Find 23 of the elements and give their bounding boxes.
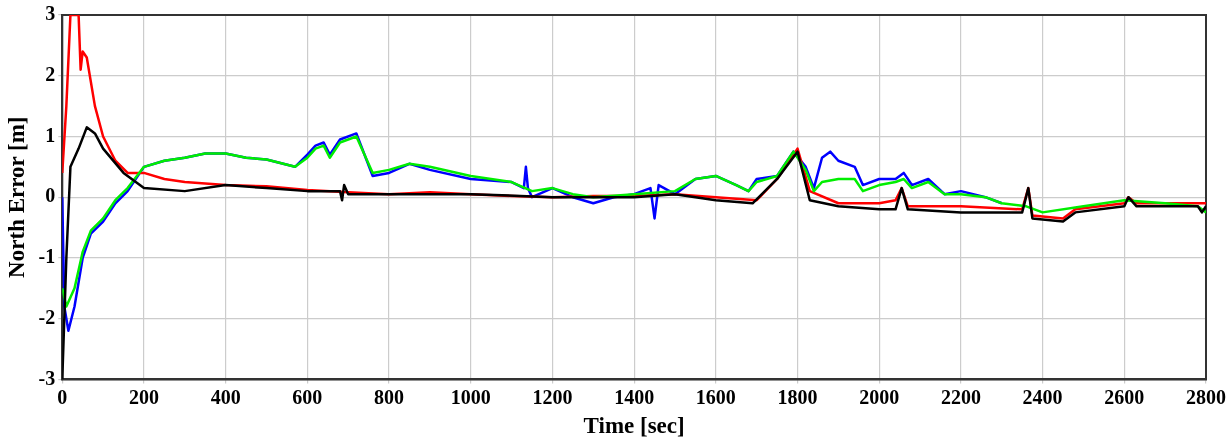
x-tick-label: 1600: [695, 385, 736, 408]
x-tick-label: 1400: [614, 385, 655, 408]
x-tick-label: 1800: [777, 385, 818, 408]
y-axis-title: North Error [m]: [3, 116, 29, 278]
x-tick-label: 600: [292, 385, 323, 408]
x-tick-label: 2000: [859, 385, 900, 408]
y-tick-label: 3: [45, 2, 56, 25]
x-tick-label: 1000: [450, 385, 491, 408]
x-tick-label: 800: [374, 385, 405, 408]
y-tick-label: -2: [38, 305, 56, 328]
x-tick-label: 200: [128, 385, 159, 408]
y-tick-label: 0: [45, 184, 56, 207]
y-tick-label: 1: [45, 123, 56, 146]
y-tick-label: -1: [38, 245, 56, 268]
y-tick-label: -3: [38, 366, 56, 389]
x-axis-title: Time [sec]: [583, 413, 685, 439]
y-tick-label: 2: [45, 62, 56, 85]
x-tick-label: 2400: [1022, 385, 1063, 408]
x-tick-label: 2800: [1186, 385, 1226, 408]
x-tick-label: 400: [210, 385, 241, 408]
x-tick-label: 1200: [532, 385, 573, 408]
x-tick-label: 2600: [1104, 385, 1145, 408]
x-tick-label: 2200: [940, 385, 981, 408]
